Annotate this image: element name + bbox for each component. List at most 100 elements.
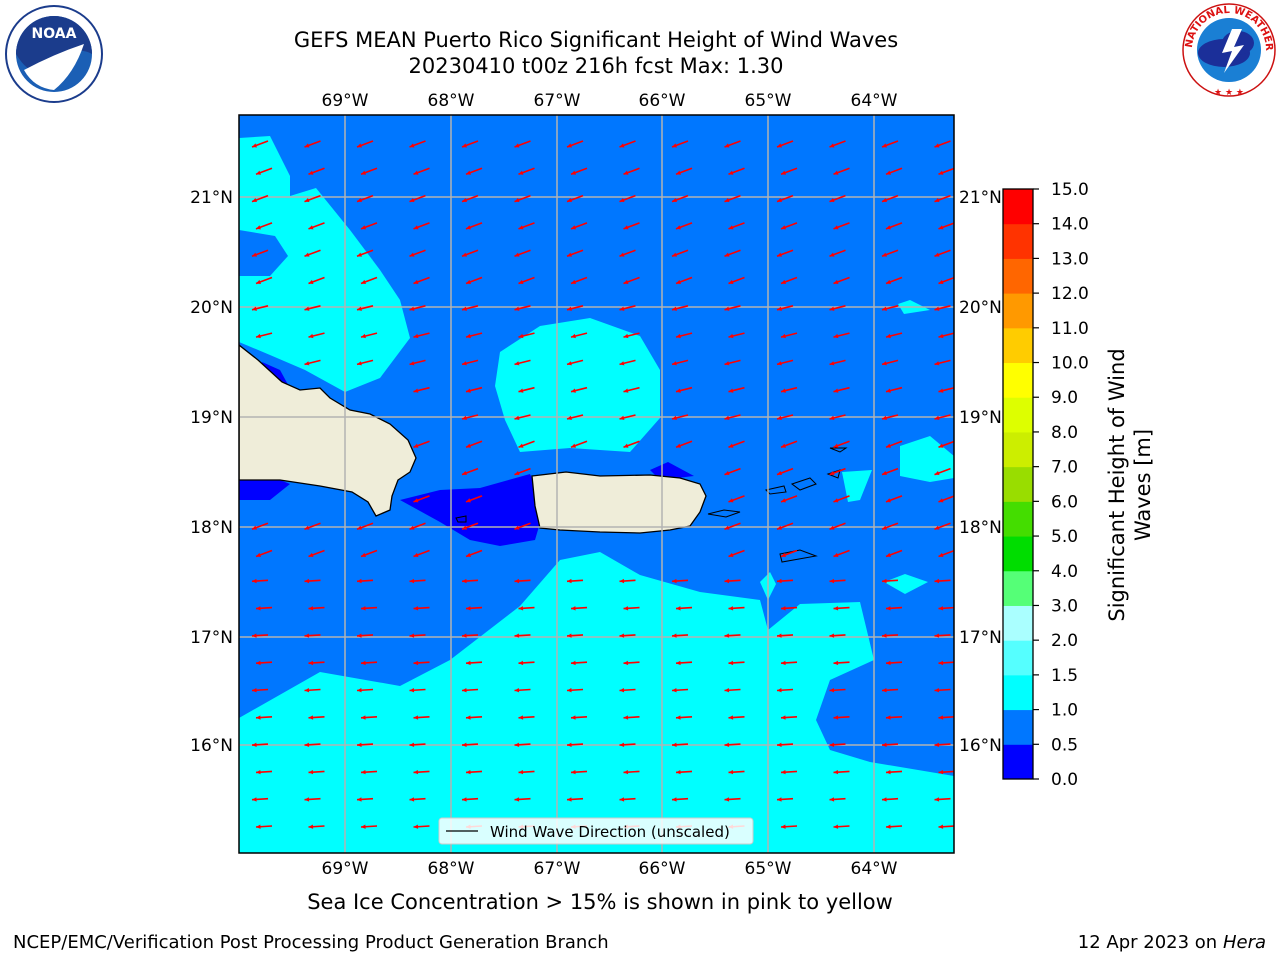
legend-label: Wind Wave Direction (unscaled) (490, 823, 730, 841)
wave-direction-arrow-29 (304, 194, 321, 203)
wave-direction-arrow-91 (619, 305, 636, 311)
wave-direction-arrow-39 (829, 194, 846, 203)
colorbar-tick-label-2: 1.0 (1051, 701, 1078, 721)
wave-direction-arrow-87 (409, 305, 426, 311)
wave-direction-arrow-190 (885, 549, 903, 558)
wave-direction-arrow-281 (514, 742, 531, 747)
colorbar-tick-label-17: 15.0 (1051, 180, 1089, 200)
wave-direction-arrow-188 (780, 549, 798, 558)
wave-direction-arrow-303 (938, 769, 954, 775)
wave-direction-arrow-181 (934, 522, 951, 530)
wave-direction-arrow-149 (570, 440, 588, 449)
wave-direction-arrow-159 (724, 467, 741, 476)
wave-direction-arrow-316 (881, 797, 899, 802)
wave-direction-arrow-260 (881, 688, 899, 693)
wave-direction-arrow-54 (885, 222, 903, 230)
wave-direction-arrow-311 (619, 797, 636, 802)
colorbar-tick-label-6: 4.0 (1051, 562, 1078, 582)
wave-direction-arrow-123 (881, 359, 899, 366)
nws-logo-icon: NATIONAL WEATHER SERVICE ★ ★ ★ (1180, 1, 1276, 98)
wave-direction-arrow-150 (623, 440, 640, 449)
wave-direction-arrow-128 (570, 386, 588, 393)
longitude-labels-bottom: 69°W 68°W 67°W 66°W 65°W 64°W (322, 859, 898, 879)
sea-ice-note: Sea Ice Concentration > 15% is shown in … (307, 890, 893, 914)
noaa-logo-icon: NOAA (5, 5, 103, 103)
wave-direction-arrow-152 (728, 440, 745, 449)
credit-text: NCEP/EMC/Verification Post Processing Pr… (13, 932, 609, 953)
wave-direction-arrow-22 (675, 167, 693, 176)
wave-direction-arrow-28 (251, 194, 269, 203)
wave-direction-arrow-102 (465, 332, 483, 339)
wave-direction-arrow-143 (829, 414, 846, 421)
wave-direction-arrow-214 (675, 606, 693, 611)
wave-direction-arrow-77 (623, 276, 640, 285)
wave-band-0-0.5-west (239, 476, 290, 500)
lat-label-left-0: 21°N (190, 188, 233, 208)
wave-direction-arrow-285 (724, 742, 741, 747)
arrow-legend: Wind Wave Direction (unscaled) (438, 817, 754, 845)
wave-direction-arrow-146 (413, 440, 430, 449)
wave-direction-arrow-72 (360, 276, 378, 285)
wave-direction-arrow-8 (671, 140, 689, 148)
wave-direction-arrow-242 (675, 660, 693, 666)
wave-direction-arrow-109 (833, 332, 850, 339)
wave-direction-arrow-52 (780, 222, 798, 230)
wave-direction-arrow-238 (465, 660, 483, 666)
wave-direction-arrow-286 (776, 742, 794, 747)
wave-direction-arrow-307 (409, 797, 426, 802)
wave-band-1.0-1.5-east-patch (900, 436, 954, 482)
wave-direction-arrow-118 (619, 359, 636, 366)
wave-direction-arrow-178 (776, 522, 794, 530)
colorbar-segment-7 (1003, 501, 1033, 537)
colorbar-segment-2 (1003, 674, 1033, 711)
wave-direction-arrow-300 (780, 769, 798, 775)
wave-direction-arrow-219 (938, 606, 954, 611)
wave-direction-arrow-310 (566, 797, 584, 802)
wave-direction-arrow-321 (413, 824, 430, 829)
wave-direction-arrow-23 (728, 167, 745, 176)
wave-direction-arrow-51 (728, 222, 745, 230)
wave-direction-arrow-233 (934, 633, 951, 638)
wave-direction-arrow-141 (724, 414, 741, 421)
wave-direction-arrow-213 (623, 606, 640, 611)
wave-direction-arrow-7 (619, 140, 636, 148)
wave-direction-arrow-245 (833, 660, 850, 666)
wave-direction-arrow-208 (360, 606, 378, 611)
wave-direction-arrow-42 (255, 222, 273, 230)
wave-direction-arrow-184 (360, 549, 378, 558)
wave-direction-arrow-279 (409, 742, 426, 747)
wave-direction-arrow-162 (881, 467, 899, 476)
wave-direction-arrow-40 (881, 194, 899, 203)
wave-direction-arrow-10 (776, 140, 794, 148)
colorbar-tick-label-9: 7.0 (1051, 458, 1078, 478)
colorbar-tick-label-7: 5.0 (1051, 527, 1078, 547)
wave-direction-arrow-229 (724, 633, 741, 638)
wave-direction-arrow-179 (829, 522, 846, 530)
lon-label-bottom-1: 68°W (428, 859, 475, 879)
wave-direction-arrow-195 (409, 578, 426, 584)
map-field (239, 115, 954, 853)
wave-direction-arrow-209 (413, 606, 430, 611)
wave-direction-arrow-14 (255, 167, 273, 176)
wave-direction-arrow-240 (570, 660, 588, 666)
wave-direction-arrow-139 (619, 414, 636, 421)
wave-direction-arrow-299 (728, 769, 745, 775)
wave-direction-arrow-80 (780, 276, 798, 285)
wave-direction-arrow-81 (833, 276, 850, 285)
wave-direction-arrow-197 (514, 578, 531, 584)
wave-direction-arrow-248 (251, 688, 269, 693)
wave-direction-arrow-302 (885, 769, 903, 775)
wave-direction-arrow-78 (675, 276, 693, 285)
wave-direction-arrow-167 (780, 495, 798, 503)
colorbar-tick-label-10: 8.0 (1051, 423, 1078, 443)
lat-label-right-5: 16°N (959, 736, 1002, 756)
wave-direction-arrow-76 (570, 276, 588, 285)
lon-label-top-1: 68°W (428, 91, 475, 111)
wave-direction-arrow-220 (251, 633, 269, 638)
colorbar-tick-label-5: 3.0 (1051, 596, 1078, 616)
wave-direction-arrow-168 (833, 495, 850, 503)
wave-direction-arrow-24 (780, 167, 798, 176)
wave-direction-arrow-270 (675, 715, 693, 720)
wave-direction-arrow-247 (938, 660, 954, 666)
